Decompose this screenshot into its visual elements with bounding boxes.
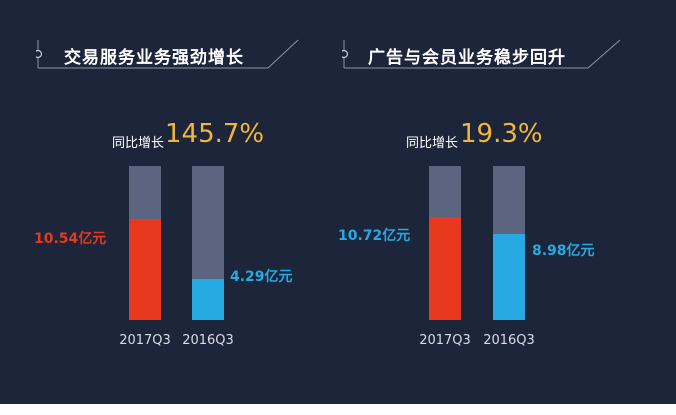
growth-label: 同比增长	[112, 136, 165, 151]
bar-2016q3	[493, 166, 525, 320]
category-label-2017q3: 2017Q3	[119, 333, 171, 348]
category-label-2016q3: 2016Q3	[483, 333, 535, 348]
title-tag: 交易服务业务强劲增长	[36, 38, 302, 72]
bar-2017q3-fill	[129, 218, 161, 320]
trade-service-panel: 交易服务业务强劲增长 同比增长 145.7% 10.54亿元 4.29亿元 20…	[0, 0, 338, 404]
title-tag-frame	[36, 39, 299, 69]
bar-2016q3	[192, 166, 224, 320]
chart-title: 广告与会员业务稳步回升	[368, 48, 566, 68]
title-tag-frame	[342, 39, 621, 69]
value-label-2017q3: 10.54亿元	[34, 231, 107, 247]
category-label-2016q3: 2016Q3	[182, 333, 234, 348]
growth-value: 145.7%	[165, 119, 265, 149]
bar-2016q3-fill	[192, 278, 224, 320]
growth-value: 19.3%	[460, 119, 543, 149]
bar-2016q3-fill	[493, 233, 525, 320]
bar-2017q3	[129, 166, 161, 320]
value-label-2016q3: 4.29亿元	[230, 269, 293, 285]
title-tag: 广告与会员业务稳步回升	[342, 38, 632, 72]
value-label-2017q3: 10.72亿元	[338, 228, 411, 244]
chart-title: 交易服务业务强劲增长	[64, 48, 244, 68]
growth-label: 同比增长	[406, 136, 459, 151]
ads-membership-panel: 广告与会员业务稳步回升 同比增长 19.3% 10.72亿元 8.98亿元 20…	[338, 0, 676, 404]
bar-2017q3-fill	[429, 216, 461, 320]
chart-canvas: 交易服务业务强劲增长 同比增长 145.7% 10.54亿元 4.29亿元 20…	[0, 0, 676, 404]
category-label-2017q3: 2017Q3	[419, 333, 471, 348]
bar-2017q3	[429, 166, 461, 320]
value-label-2016q3: 8.98亿元	[532, 243, 595, 259]
